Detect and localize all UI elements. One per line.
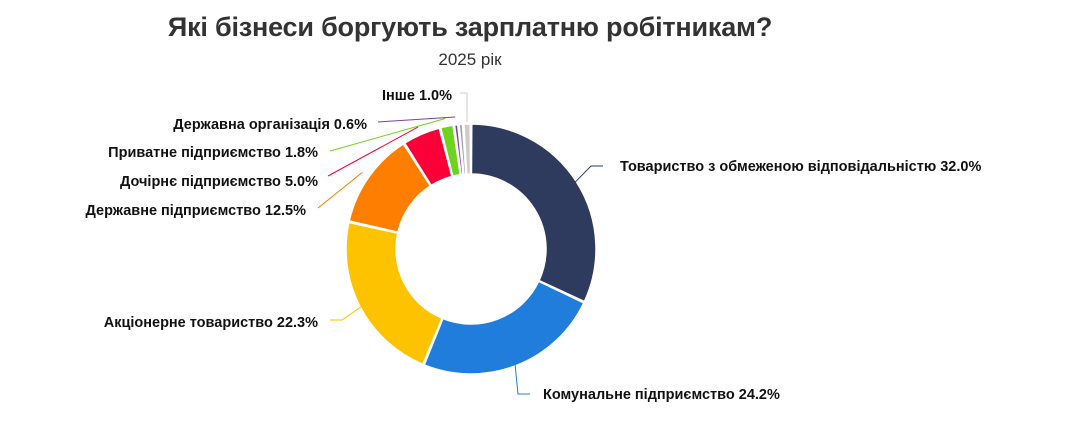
slice-label-6: Державна організація 0.6% [173,117,367,133]
leader-line-5 [329,118,446,152]
donut-slice-0 [470,123,597,303]
slice-label-5: Приватне підприємство 1.8% [108,145,318,161]
donut-slice-7 [458,123,467,176]
leader-line-8 [460,92,468,123]
leader-line-1 [514,361,530,395]
donut-slice-3 [348,143,432,233]
leader-line-2 [330,304,364,321]
leader-line-0 [572,165,603,185]
leader-line-6 [377,116,456,123]
leader-lines [317,92,603,395]
chart-title: Які бізнеси боргують зарплатню робітника… [167,12,773,42]
donut-slice-5 [439,124,461,177]
slice-labels: Товариство з обмеженою відповідальністю … [86,88,982,403]
donut-slice-4 [403,127,453,187]
donut-slice-1 [423,280,585,375]
slice-label-4: Дочірнє підприємство 5.0% [120,174,318,190]
leader-line-4 [327,126,419,177]
donut-slice-6 [453,123,464,176]
donut-slices [345,123,597,375]
slice-label-8: Інше 1.0% [382,88,452,104]
slice-label-1: Комунальне підприємство 24.2% [543,387,780,403]
slice-label-2: Акціонерне товариство 22.3% [104,315,318,331]
chart-subtitle: 2025 рік [438,50,502,69]
donut-slice-8 [463,123,472,175]
leader-line-3 [317,172,363,209]
donut-slice-2 [345,221,443,366]
slice-label-3: Державне підприємство 12.5% [86,203,307,219]
slice-label-0: Товариство з обмеженою відповідальністю … [620,159,981,175]
